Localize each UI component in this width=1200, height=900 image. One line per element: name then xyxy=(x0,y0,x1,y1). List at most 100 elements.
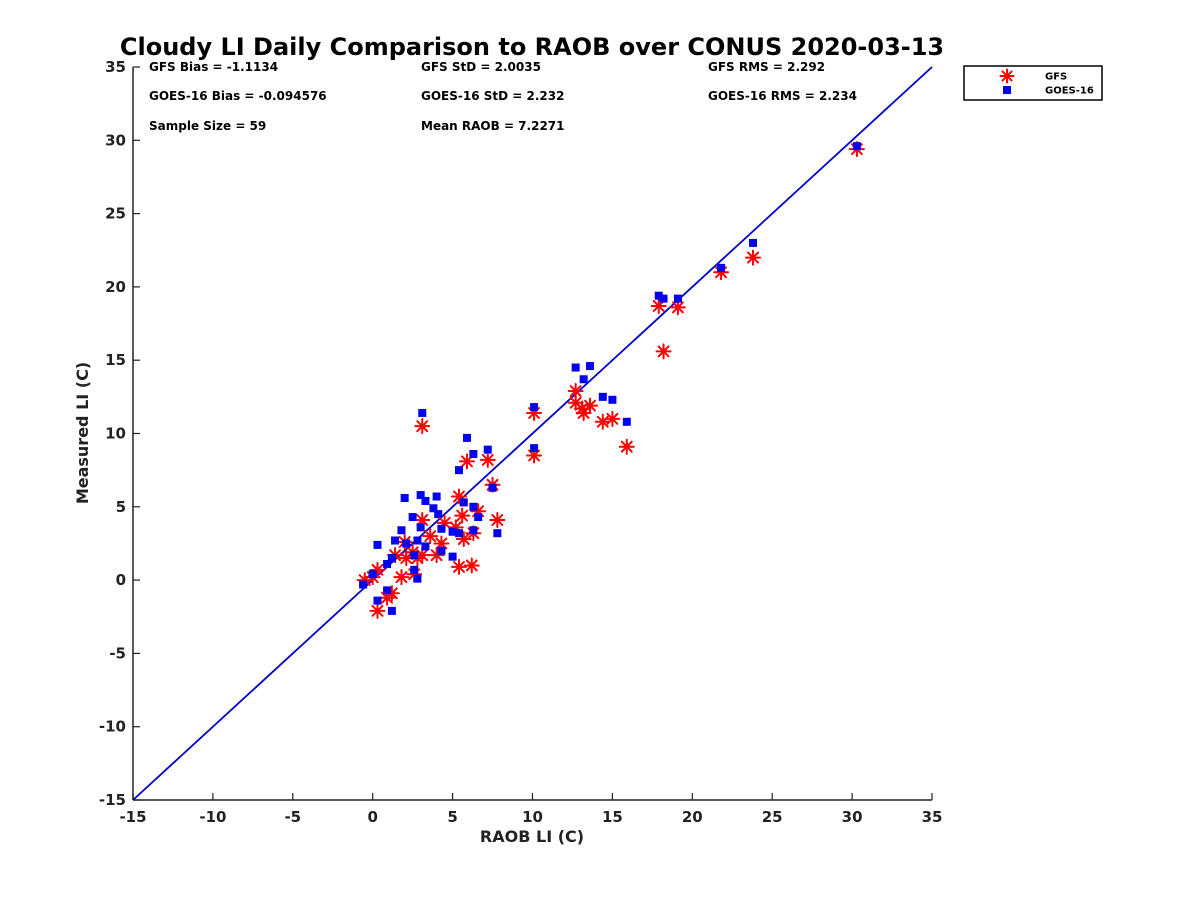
goes16-point xyxy=(749,238,758,247)
gfs-point xyxy=(489,511,506,528)
goes16-point xyxy=(469,526,478,535)
goes16-point xyxy=(673,294,682,303)
goes16-point xyxy=(454,466,463,475)
x-tick-label: 15 xyxy=(602,808,623,826)
goes16-point xyxy=(852,142,861,151)
y-tick-label: 15 xyxy=(105,351,126,369)
goes16-point xyxy=(368,570,377,579)
goes16-point xyxy=(432,492,441,501)
goes16-point xyxy=(586,362,595,371)
goes16-point xyxy=(387,606,396,615)
goes16-point xyxy=(469,450,478,459)
x-tick-label: -10 xyxy=(199,808,226,826)
y-tick-label: 25 xyxy=(105,205,126,223)
gfs-point xyxy=(450,558,467,575)
goes16-point xyxy=(429,504,438,513)
goes16-point xyxy=(400,494,409,503)
x-tick-label: 0 xyxy=(367,808,377,826)
legend-label: GOES-16 xyxy=(1045,86,1094,97)
x-axis-label: RAOB LI (C) xyxy=(480,827,584,846)
gfs-point xyxy=(479,451,496,468)
goes16-point xyxy=(437,546,446,555)
goes16-point xyxy=(410,551,419,560)
stat-text: GFS Bias = -1.1134 xyxy=(149,60,278,74)
y-tick-label: -15 xyxy=(99,791,126,809)
stat-text: Mean RAOB = 7.2271 xyxy=(421,119,565,133)
goes16-point xyxy=(391,536,400,545)
goes16-point xyxy=(717,263,726,272)
goes16-point xyxy=(469,502,478,511)
gfs-point xyxy=(458,453,475,470)
y-axis-label: Measured LI (C) xyxy=(73,362,92,504)
y-tick-label: 5 xyxy=(116,498,126,516)
gfs-point xyxy=(414,418,431,435)
stats-panel: GFS Bias = -1.1134 GFS StD = 2.0035 GFS RM… xyxy=(149,60,857,133)
gfs-point xyxy=(745,249,762,266)
gfs-point xyxy=(669,299,686,316)
series-goes-16 xyxy=(359,142,861,615)
goes16-point xyxy=(493,529,502,538)
legend-box xyxy=(963,65,1103,101)
gfs-point xyxy=(369,602,386,619)
goes16-point xyxy=(571,363,580,372)
goes16-point xyxy=(434,510,443,519)
goes16-point xyxy=(659,294,668,303)
gfs-point xyxy=(604,410,621,427)
stat-text: GFS StD = 2.0035 xyxy=(421,60,541,74)
goes16-point xyxy=(416,523,425,532)
goes16-point xyxy=(579,375,588,384)
gfs-point xyxy=(422,528,439,545)
stat-text: GOES-16 Bias = -0.094576 xyxy=(149,89,327,103)
goes16-point xyxy=(383,559,392,568)
stat-text: GOES-16 RMS = 2.234 xyxy=(708,89,857,103)
one-to-one-reference-line xyxy=(132,66,933,801)
gfs-point xyxy=(594,413,611,430)
stat-text: GOES-16 StD = 2.232 xyxy=(421,89,564,103)
series-gfs xyxy=(356,141,865,619)
goes16-point xyxy=(598,392,607,401)
stat-text: Sample Size = 59 xyxy=(149,119,266,133)
gfs-point xyxy=(454,507,471,524)
goes16-point xyxy=(416,491,425,500)
y-tick-label: 0 xyxy=(116,571,126,589)
goes16-point xyxy=(474,513,483,522)
x-tick-label: 10 xyxy=(522,808,543,826)
goes16-point xyxy=(437,524,446,533)
x-tick-label: 30 xyxy=(842,808,863,826)
goes16-point xyxy=(413,536,422,545)
goes16-point xyxy=(383,586,392,595)
x-tick-label: -5 xyxy=(284,808,301,826)
x-tick-label: 25 xyxy=(762,808,783,826)
y-tick-label: -5 xyxy=(109,644,126,662)
x-tick-label: 5 xyxy=(447,808,457,826)
legend-label: GFS xyxy=(1045,72,1067,83)
goes16-point xyxy=(459,498,468,507)
y-tick-label: 10 xyxy=(105,425,126,443)
goes16-point xyxy=(359,580,368,589)
goes16-point xyxy=(373,596,382,605)
goes16-point xyxy=(413,574,422,583)
goes16-point xyxy=(454,529,463,538)
y-tick-label: 20 xyxy=(105,278,126,296)
y-tick-label: 35 xyxy=(105,58,126,76)
y-axis-ticks: -15 -10 -5 0 5 10 15 20 25 30 35 xyxy=(99,58,140,809)
y-tick-label: 30 xyxy=(105,131,126,149)
gfs-point xyxy=(393,569,410,586)
goes16-point xyxy=(410,565,419,574)
goes16-point xyxy=(622,417,631,426)
y-tick-label: -10 xyxy=(99,718,126,736)
x-tick-label: -15 xyxy=(119,808,146,826)
gfs-point xyxy=(575,404,592,421)
legend-goes16-marker xyxy=(1003,86,1011,94)
goes16-point xyxy=(421,542,430,551)
x-tick-label: 20 xyxy=(682,808,703,826)
gfs-point xyxy=(433,535,450,552)
goes16-point xyxy=(488,483,497,492)
goes16-point xyxy=(654,291,663,300)
gfs-point xyxy=(618,438,635,455)
goes16-point xyxy=(448,552,457,561)
gfs-point xyxy=(650,297,667,314)
goes16-point xyxy=(530,444,539,453)
goes16-point xyxy=(408,513,417,522)
